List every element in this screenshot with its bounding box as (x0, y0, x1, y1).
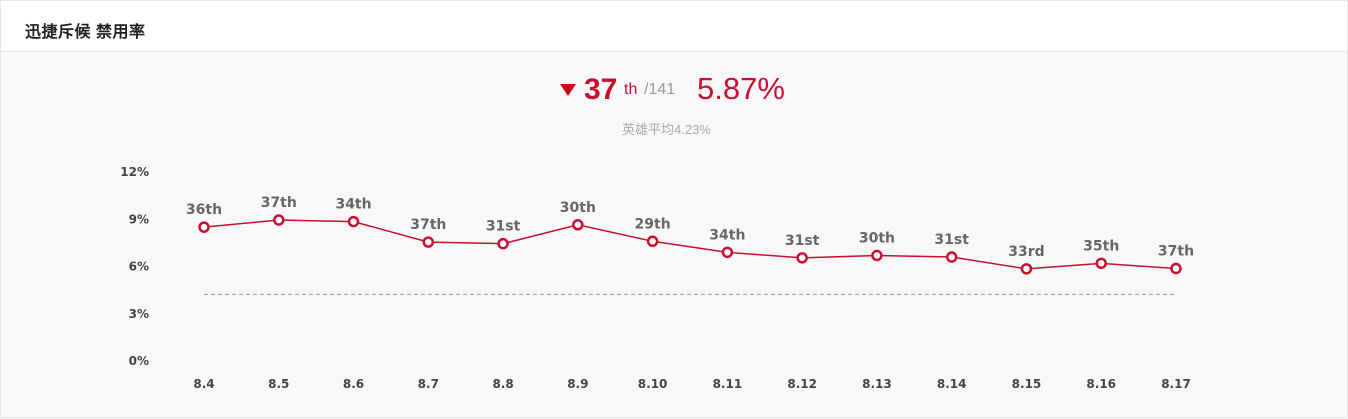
x-tick-label: 8.8 (492, 377, 513, 391)
x-tick-label: 8.14 (937, 377, 967, 391)
data-point (796, 252, 808, 264)
data-label: 37th (410, 217, 446, 233)
data-point (945, 251, 958, 263)
data-point (273, 214, 285, 226)
hero-average: 英雄平均4.23% (622, 122, 711, 137)
data-label: 31st (934, 232, 969, 248)
data-label: 34th (709, 227, 745, 243)
y-tick-label: 0% (129, 354, 149, 368)
trend-down-icon (560, 84, 576, 96)
rank-value: 37 (584, 73, 618, 106)
data-point (347, 215, 360, 228)
data-label: 29th (635, 216, 671, 232)
data-label: 37th (261, 195, 297, 211)
x-tick-label: 8.4 (193, 377, 214, 391)
x-tick-label: 8.15 (1012, 377, 1042, 391)
ban-rate-value: 5.87% (697, 71, 785, 106)
data-point (1095, 257, 1107, 270)
data-point (572, 219, 584, 231)
data-label: 31st (486, 219, 521, 235)
data-point (646, 235, 659, 248)
x-tick-label: 8.13 (862, 377, 892, 391)
series-line (203, 219, 1177, 270)
x-tick-label: 8.11 (713, 377, 743, 391)
x-tick-label: 8.10 (638, 377, 668, 391)
y-tick-label: 9% (129, 212, 149, 226)
data-point (871, 249, 883, 262)
data-label: 31st (785, 233, 820, 249)
x-tick-label: 8.12 (787, 377, 817, 391)
data-point (1170, 262, 1182, 275)
x-tick-label: 8.16 (1086, 377, 1116, 391)
data-label: 30th (859, 230, 895, 246)
data-point (497, 237, 509, 250)
data-point (1020, 263, 1033, 275)
data-point (422, 236, 435, 248)
y-tick-label: 6% (129, 260, 149, 274)
data-label: 30th (560, 200, 596, 216)
x-tick-label: 8.5 (268, 377, 289, 391)
rank-total: /141 (644, 81, 676, 98)
data-point (198, 221, 210, 233)
x-tick-label: 8.9 (567, 377, 588, 391)
x-tick-label: 8.7 (418, 377, 439, 391)
data-label: 34th (335, 197, 371, 213)
x-tick-label: 8.6 (343, 377, 364, 391)
data-point (721, 246, 734, 259)
data-label: 35th (1083, 238, 1119, 254)
rank-suffix: th (624, 81, 638, 98)
panel-header: 迅捷斥候 禁用率 (1, 1, 1347, 52)
panel-title: 迅捷斥候 禁用率 (25, 24, 146, 41)
x-tick-label: 8.17 (1161, 377, 1191, 391)
y-tick-label: 12% (120, 165, 149, 179)
data-label: 37th (1158, 244, 1194, 260)
data-label: 36th (186, 202, 222, 218)
y-tick-label: 3% (129, 307, 149, 321)
data-label: 33rd (1008, 244, 1044, 260)
